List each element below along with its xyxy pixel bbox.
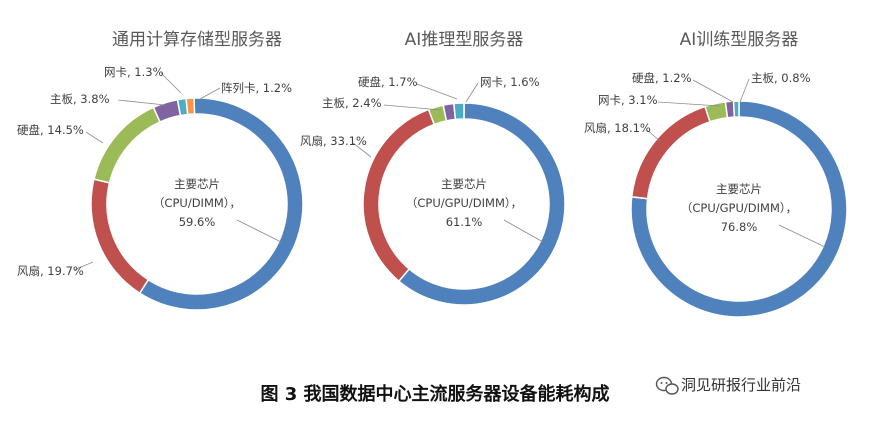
leader-line: [646, 129, 661, 142]
slice-segment-2: [704, 101, 729, 123]
leader-line: [199, 87, 221, 100]
slice-label: 主板, 3.8%: [50, 92, 110, 106]
slice-segment-1: [90, 178, 150, 295]
leader-line: [416, 83, 458, 100]
slice-label: 硬盘, 1.2%: [632, 71, 692, 85]
leader-line: [160, 72, 182, 94]
center-leader-line: [778, 224, 826, 248]
slice-main-chip: [630, 100, 848, 318]
slice-label: 风扇, 18.1%: [584, 121, 651, 135]
leader-line: [739, 78, 750, 103]
center-label-line: 61.1%: [446, 215, 483, 229]
source-name: 洞见研报行业前沿: [681, 376, 801, 394]
slice-label: 阵列卡, 1.2%: [221, 81, 292, 95]
slice-label: 网卡, 1.3%: [104, 65, 164, 79]
leader-line: [692, 79, 734, 103]
slice-segment-4: [732, 100, 740, 118]
leader-line: [85, 131, 104, 144]
figure-caption-group: 图 3 我国数据中心主流服务器设备能耗构成: [260, 383, 609, 405]
center-label-line: 主要芯片: [441, 177, 487, 191]
slice-label: 主板, 2.4%: [322, 96, 382, 110]
slice-label: 网卡, 1.6%: [480, 75, 540, 89]
slice-label: 硬盘, 1.7%: [358, 75, 418, 89]
slice-label: 风扇, 33.1%: [300, 134, 367, 148]
chart-title: AI训练型服务器: [680, 30, 799, 50]
chart-title: 通用计算存储型服务器: [112, 30, 282, 50]
center-label-line: 76.8%: [721, 220, 758, 234]
slice-label: 网卡, 3.1%: [598, 93, 658, 107]
slice-label: 风扇, 19.7%: [17, 264, 84, 278]
leader-line: [383, 104, 442, 111]
slice-label: 硬盘, 14.5%: [17, 123, 84, 137]
center-label-line: （CPU/GPU/DIMM），: [406, 196, 522, 210]
leader-line: [73, 261, 94, 271]
center-label-line: （CPU/GPU/DIMM），: [681, 201, 797, 215]
center-label-line: 主要芯片: [716, 182, 762, 196]
leader-line: [117, 99, 166, 106]
center-label-line: 主要芯片: [174, 177, 220, 191]
center-leader-line: [236, 219, 282, 243]
slice-segment-5: [185, 97, 196, 116]
center-label-line: 59.6%: [179, 215, 216, 229]
chart-title: AI推理型服务器: [405, 30, 524, 50]
slice-label: 主板, 0.8%: [751, 71, 811, 85]
leader-line: [352, 142, 372, 158]
leader-line: [465, 82, 479, 103]
slice-segment-2: [93, 106, 162, 184]
center-leader-line: [503, 219, 544, 243]
figure-caption: 图 3 我国数据中心主流服务器设备能耗构成: [260, 383, 609, 405]
leader-line: [657, 101, 721, 107]
slice-segment-4: [453, 102, 465, 121]
source-mark: 洞见研报行业前沿: [655, 376, 801, 395]
wechat-icon: [655, 376, 679, 395]
center-label-line: （CPU/DIMM），: [153, 196, 241, 210]
